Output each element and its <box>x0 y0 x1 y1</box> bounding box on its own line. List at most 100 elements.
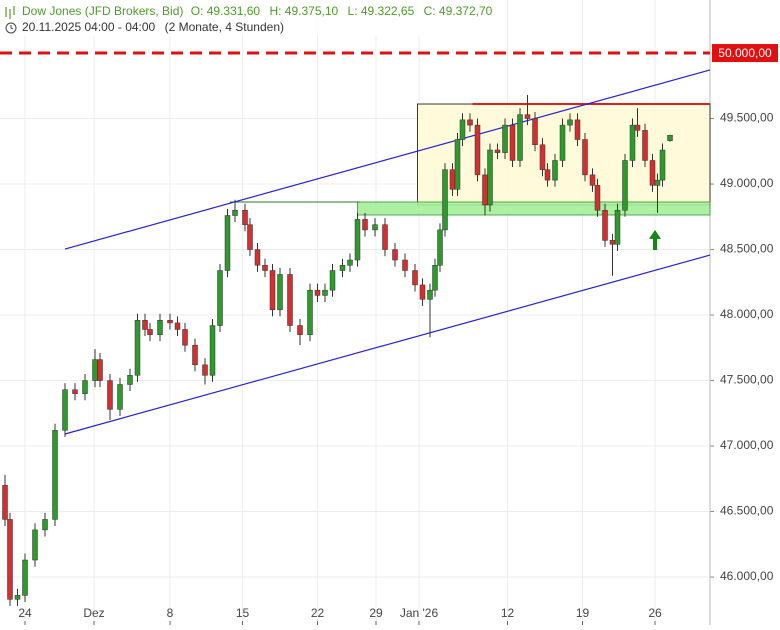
candle-body <box>449 169 456 190</box>
candle-body <box>459 119 466 140</box>
candle-body <box>454 139 461 190</box>
header: Dow Jones (JFD Brokers, Bid) O: 49.331,6… <box>0 0 493 36</box>
candle-body <box>277 274 283 311</box>
trend-line <box>64 254 711 435</box>
y-tick-label: 48.000,00 <box>720 307 774 321</box>
x-tick-label: 26 <box>648 606 662 620</box>
candle-body <box>614 210 621 245</box>
candle-body <box>262 265 268 271</box>
candle-body <box>589 174 596 186</box>
candle-body <box>127 375 133 385</box>
clock-icon <box>5 22 17 34</box>
y-tick-label: 47.000,00 <box>720 438 774 452</box>
candle-body <box>254 249 261 266</box>
ohlc-close: C: 49.372,70 <box>424 4 493 18</box>
x-tick-label: Jan '26 <box>400 606 439 620</box>
candle-body <box>634 124 641 131</box>
x-tick-label: Dez <box>83 606 104 620</box>
candle-body <box>82 380 88 394</box>
candle-body <box>372 224 378 231</box>
candle-body <box>347 259 353 266</box>
candle-body <box>412 270 418 286</box>
candle-body <box>202 364 208 376</box>
y-tick-label: 49.500,00 <box>720 111 774 125</box>
candle-body <box>217 270 223 326</box>
candle-body <box>339 265 346 271</box>
chart-icon <box>5 6 15 19</box>
candle-body <box>467 119 473 126</box>
candle-body <box>509 124 516 161</box>
candle-body <box>427 289 433 300</box>
candle-body <box>314 289 321 296</box>
candle-body <box>532 118 538 146</box>
candle-body <box>539 144 546 170</box>
candle-body <box>224 215 231 271</box>
candle-body <box>22 559 28 596</box>
candle-body <box>487 149 493 206</box>
candle-body <box>659 149 666 181</box>
period-range: (2 Monate, 4 Stunden) <box>165 20 284 34</box>
candle-body <box>442 169 448 231</box>
candle-body <box>72 389 78 394</box>
y-tick-label: 46.500,00 <box>720 504 774 518</box>
candle-body <box>32 529 38 561</box>
candle-body <box>92 359 98 381</box>
candle-body <box>14 595 21 600</box>
candle-body <box>157 320 163 335</box>
candle-body <box>567 119 573 126</box>
candle-body <box>269 270 276 311</box>
y-tick-label: 49.000,00 <box>720 176 774 190</box>
candle-body <box>594 185 601 211</box>
candle-body <box>622 160 628 211</box>
candle-body <box>117 384 123 410</box>
candle-body <box>167 320 173 324</box>
candle-body <box>437 229 443 266</box>
candle-body <box>642 130 648 161</box>
candle-body <box>174 322 181 330</box>
x-tick-label: 22 <box>311 606 325 620</box>
candle-body <box>524 114 531 119</box>
arrow <box>649 229 661 250</box>
candle-body <box>362 219 368 231</box>
candle-body <box>62 389 68 431</box>
x-tick-label: 24 <box>18 606 32 620</box>
header-bg <box>0 0 450 36</box>
candle-body <box>52 430 58 520</box>
candle-body <box>242 210 248 225</box>
y-tick-label: 48.500,00 <box>720 242 774 256</box>
y-tick-label: 47.500,00 <box>720 373 774 387</box>
period-line: 20.11.2025 04:00 - 04:00 (2 Monate, 4 St… <box>22 20 284 34</box>
candle-body <box>419 284 426 300</box>
candle-body <box>97 359 103 381</box>
candle-body <box>42 519 48 531</box>
candle-body <box>574 119 581 140</box>
candle-body <box>649 160 656 186</box>
candle-body <box>107 380 113 410</box>
candle-body <box>629 124 636 161</box>
candle-body <box>482 174 488 206</box>
candle-body <box>307 289 313 335</box>
ohlc-open: O: 49.331,60 <box>191 4 261 18</box>
candle-body <box>182 329 188 346</box>
candle-body <box>322 289 328 296</box>
candle-body <box>544 169 551 181</box>
candle-body <box>142 320 148 330</box>
candle-body <box>134 320 141 376</box>
candle-body <box>247 224 253 250</box>
candle-body <box>147 329 153 335</box>
candle-body <box>297 325 303 335</box>
x-tick-label: 19 <box>576 606 590 620</box>
candle-body <box>192 344 198 366</box>
candle-body <box>232 210 238 216</box>
period: 20.11.2025 04:00 - 04:00 <box>22 20 156 34</box>
ohlc-low: L: 49.322,65 <box>348 4 415 18</box>
candle-body <box>329 270 336 291</box>
candle-body <box>432 265 438 291</box>
candle-body <box>402 259 408 271</box>
candle-body <box>474 124 481 176</box>
candle-body <box>517 114 523 161</box>
candle-body <box>654 179 661 186</box>
